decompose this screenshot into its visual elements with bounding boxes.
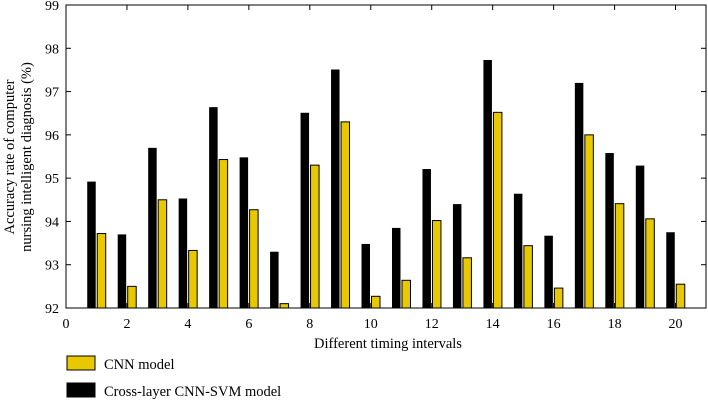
- bar-cnn-6: [249, 209, 259, 309]
- y-axis-label: Accuracy rate of computer nursing intell…: [2, 62, 35, 252]
- bar-cnn-svm-20: [666, 232, 675, 308]
- y-tick-label-96: 96: [45, 129, 59, 144]
- legend-swatch-cnn-svm: [66, 382, 96, 398]
- bar-cnn-4: [188, 249, 198, 309]
- bar-cnn-svm-7: [270, 251, 279, 308]
- legend-label-cnn-svm: Cross-layer CNN-SVM model: [104, 384, 281, 400]
- x-tick-label-2: 2: [123, 317, 130, 332]
- bar-cnn-11: [401, 279, 411, 309]
- bar-cnn-svm-12: [422, 169, 431, 308]
- x-tick-label-16: 16: [547, 317, 561, 332]
- bar-cnn-svm-9: [331, 69, 340, 308]
- x-tick-label-18: 18: [608, 317, 622, 332]
- bar-cnn-12: [431, 220, 442, 309]
- x-axis-label: Different timing intervals: [314, 336, 462, 352]
- ticks-group: 92 93 94 95 96 97 98 99 0 2 4 6 8 10 12 14 16 18 20: [45, 0, 706, 332]
- y-tick-label-94: 94: [45, 215, 59, 230]
- y-axis-label-line2: nursing intelligent diagnosis (%): [19, 62, 35, 252]
- bar-cnn-svm-1: [87, 181, 96, 308]
- bar-cnn-14: [492, 111, 503, 309]
- bar-cnn-svm-8: [300, 112, 310, 308]
- x-tick-label-12: 12: [425, 317, 439, 332]
- bar-cnn-svm-6: [239, 157, 249, 308]
- y-tick-label-98: 98: [45, 42, 59, 57]
- x-tick-label-10: 10: [364, 317, 378, 332]
- plot-frame: [65, 4, 707, 309]
- bar-cnn-8: [310, 164, 320, 309]
- bar-cnn-18: [614, 203, 625, 309]
- x-tick-label-6: 6: [245, 317, 252, 332]
- bar-cnn-svm-10: [361, 243, 371, 308]
- bar-cnn-15: [523, 245, 533, 309]
- y-tick-label-97: 97: [45, 86, 59, 101]
- bar-cnn-svm-13: [452, 204, 462, 308]
- y-tick-label-93: 93: [45, 259, 59, 274]
- legend-swatch-cnn: [66, 355, 96, 371]
- x-tick-label-4: 4: [184, 317, 191, 332]
- bar-cnn-20: [675, 283, 686, 309]
- bar-cnn-svm-15: [513, 193, 523, 308]
- y-tick-label-92: 92: [45, 302, 59, 317]
- bar-cnn-svm-5: [209, 107, 218, 309]
- x-tick-label-14: 14: [486, 317, 500, 332]
- bar-cnn-svm-18: [605, 153, 614, 308]
- bar-cnn-svm-2: [117, 234, 127, 308]
- y-tick-label-95: 95: [45, 172, 59, 187]
- legend-label-cnn: CNN model: [104, 357, 174, 373]
- bar-cnn-10: [371, 295, 381, 309]
- bars-group: [87, 59, 686, 309]
- x-tick-label-8: 8: [306, 317, 313, 332]
- bar-cnn-2: [127, 285, 137, 309]
- bar-cnn-svm-4: [178, 198, 188, 308]
- bar-cnn-13: [462, 257, 472, 309]
- bar-cnn-17: [584, 134, 594, 309]
- bar-cnn-svm-16: [544, 235, 553, 308]
- bar-cnn-svm-14: [483, 59, 492, 308]
- bar-cnn-3: [157, 199, 168, 309]
- bar-cnn-16: [553, 287, 564, 309]
- bar-cnn-svm-17: [574, 82, 584, 308]
- bar-cnn-19: [645, 218, 655, 309]
- legend: CNN model Cross-layer CNN-SVM model: [66, 355, 281, 400]
- bar-cnn-svm-3: [148, 147, 157, 308]
- x-tick-label-20: 20: [669, 317, 683, 332]
- bar-cnn-5: [218, 159, 229, 309]
- bar-cnn-7: [279, 303, 290, 309]
- bar-cnn-svm-11: [391, 227, 401, 308]
- bar-cnn-svm-19: [635, 165, 645, 308]
- y-tick-label-99: 99: [45, 0, 59, 14]
- x-tick-label-0: 0: [63, 317, 70, 332]
- bar-cnn-9: [340, 121, 351, 309]
- bar-cnn-1: [96, 233, 107, 309]
- y-axis-label-line1: Accuracy rate of computer: [2, 79, 18, 234]
